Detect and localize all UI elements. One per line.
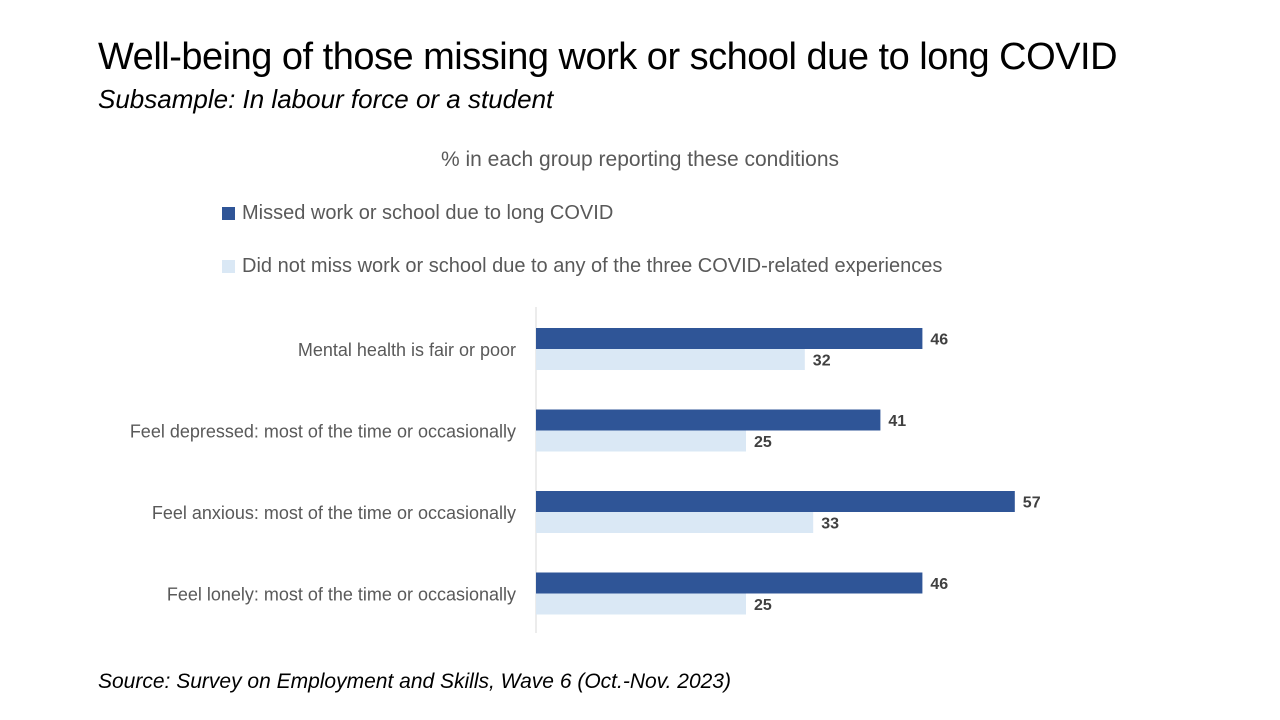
legend-label-not-missed: Did not miss work or school due to any o… [242, 254, 943, 277]
category-label: Mental health is fair or poor [298, 340, 516, 360]
data-label: 46 [930, 332, 948, 349]
data-label: 57 [1023, 495, 1041, 512]
data-label: 41 [888, 413, 906, 430]
bar-series-1 [536, 491, 1015, 512]
bar-series-1 [536, 572, 923, 594]
data-label: 33 [821, 516, 839, 533]
bar-series-2 [536, 512, 814, 533]
data-label: 32 [813, 353, 831, 370]
data-label: 25 [754, 597, 772, 614]
bar-series-2 [536, 349, 805, 370]
data-label: 25 [754, 434, 772, 451]
category-label: Feel anxious: most of the time or occasi… [152, 503, 516, 523]
data-label: 46 [930, 576, 948, 593]
bar-series-2 [536, 593, 746, 615]
bar-series-1 [536, 328, 923, 349]
bar-series-2 [536, 430, 746, 452]
legend-swatch-not-missed [222, 259, 235, 273]
chart-title: Well-being of those missing work or scho… [98, 36, 1118, 78]
legend-swatch-missed [222, 206, 235, 220]
category-label: Feel lonely: most of the time or occasio… [167, 585, 516, 605]
chart-caption: % in each group reporting these conditio… [440, 148, 840, 171]
legend-item-not-missed: Did not miss work or school due to any o… [222, 254, 942, 278]
category-label: Feel depressed: most of the time or occa… [130, 422, 516, 442]
source-note: Source: Survey on Employment and Skills,… [98, 670, 731, 693]
legend-item-missed: Missed work or school due to long COVID [222, 201, 613, 225]
legend-label-missed: Missed work or school due to long COVID [242, 201, 614, 224]
bar-series-1 [536, 409, 881, 431]
chart-subtitle: Subsample: In labour force or a student [98, 84, 554, 114]
